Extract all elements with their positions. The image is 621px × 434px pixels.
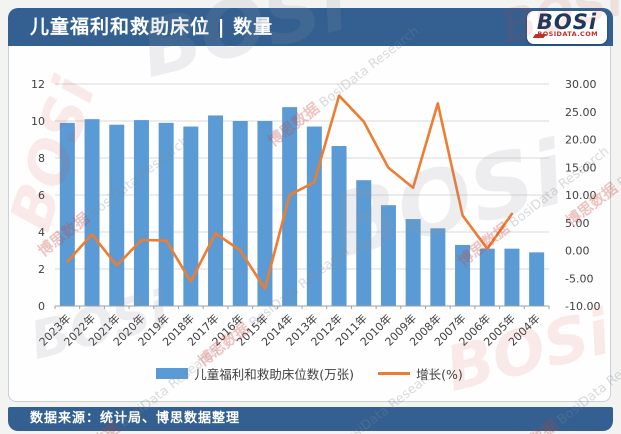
bar xyxy=(208,115,224,306)
bar xyxy=(306,126,322,306)
bosi-logo: BOSi BOSIDATA.COM xyxy=(527,11,607,44)
bar xyxy=(380,205,396,306)
growth-line xyxy=(66,94,514,291)
right-axis-tick-label: -5.00 xyxy=(565,272,593,285)
left-axis-tick-label: 4 xyxy=(38,226,45,239)
bar xyxy=(455,244,471,306)
chart-legend: 儿童福利和救助床位数(万张) 增长(%) xyxy=(9,364,610,383)
combo-chart: 0 2 4 6 8 10 12 -10.00 -5.00 0.00 5.00 10.00 15.00 20… xyxy=(31,78,600,349)
bar xyxy=(257,121,273,306)
line-series-label: 增长(%) xyxy=(416,367,463,382)
left-axis-tick-label: 0 xyxy=(38,300,45,313)
bosi-logo-domain: BOSIDATA.COM xyxy=(537,30,598,38)
data-source-text: 数据来源：统计局、博思数据整理 xyxy=(30,411,241,426)
left-axis-tick-label: 2 xyxy=(38,263,45,276)
bar xyxy=(430,228,446,306)
bar xyxy=(158,122,174,306)
right-axis-tick-label: 10.00 xyxy=(565,189,597,202)
right-axis-tick-label: 25.00 xyxy=(565,106,597,119)
bar xyxy=(356,180,372,306)
bar-series-swatch xyxy=(156,368,189,379)
bar xyxy=(529,252,545,306)
legend-item-beds: 儿童福利和救助床位数(万张) xyxy=(156,364,354,383)
header-bar: 儿童福利和救助床位 | 数量 BOSi BOSIDATA.COM xyxy=(8,8,613,46)
left-axis-tick-label: 10 xyxy=(31,115,45,128)
chart-card: 0 2 4 6 8 10 12 -10.00 -5.00 0.00 5.00 10.00 15.00 20… xyxy=(8,46,611,402)
right-axis-tick-label: 5.00 xyxy=(565,217,590,230)
bar xyxy=(109,124,125,306)
bar xyxy=(84,119,100,307)
bar xyxy=(479,248,495,306)
line-series-swatch xyxy=(378,372,411,375)
right-axis-tick-label: 15.00 xyxy=(565,161,597,174)
left-axis-tick-label: 12 xyxy=(31,78,45,91)
left-axis-tick-label: 8 xyxy=(38,152,45,165)
bar xyxy=(183,126,199,306)
legend-item-growth: 增长(%) xyxy=(378,364,463,383)
bar xyxy=(282,107,298,306)
left-axis-tick-label: 6 xyxy=(38,189,45,202)
bar xyxy=(405,219,421,306)
bosi-logo-text: BOSi xyxy=(536,10,598,34)
bar xyxy=(232,121,248,306)
right-axis-tick-label: 0.00 xyxy=(565,245,590,258)
page-title: 儿童福利和救助床位 | 数量 xyxy=(30,16,274,38)
right-axis-tick-label: -10.00 xyxy=(565,300,600,313)
right-axis-tick-label: 30.00 xyxy=(565,78,597,91)
bar xyxy=(331,145,347,306)
bar-series-label: 儿童福利和救助床位数(万张) xyxy=(194,367,355,382)
right-axis-tick-label: 20.00 xyxy=(565,134,597,147)
footer-bar: 数据来源：统计局、博思数据整理 xyxy=(8,407,613,431)
bar xyxy=(133,120,149,306)
bar xyxy=(59,122,75,306)
bar xyxy=(504,248,520,306)
